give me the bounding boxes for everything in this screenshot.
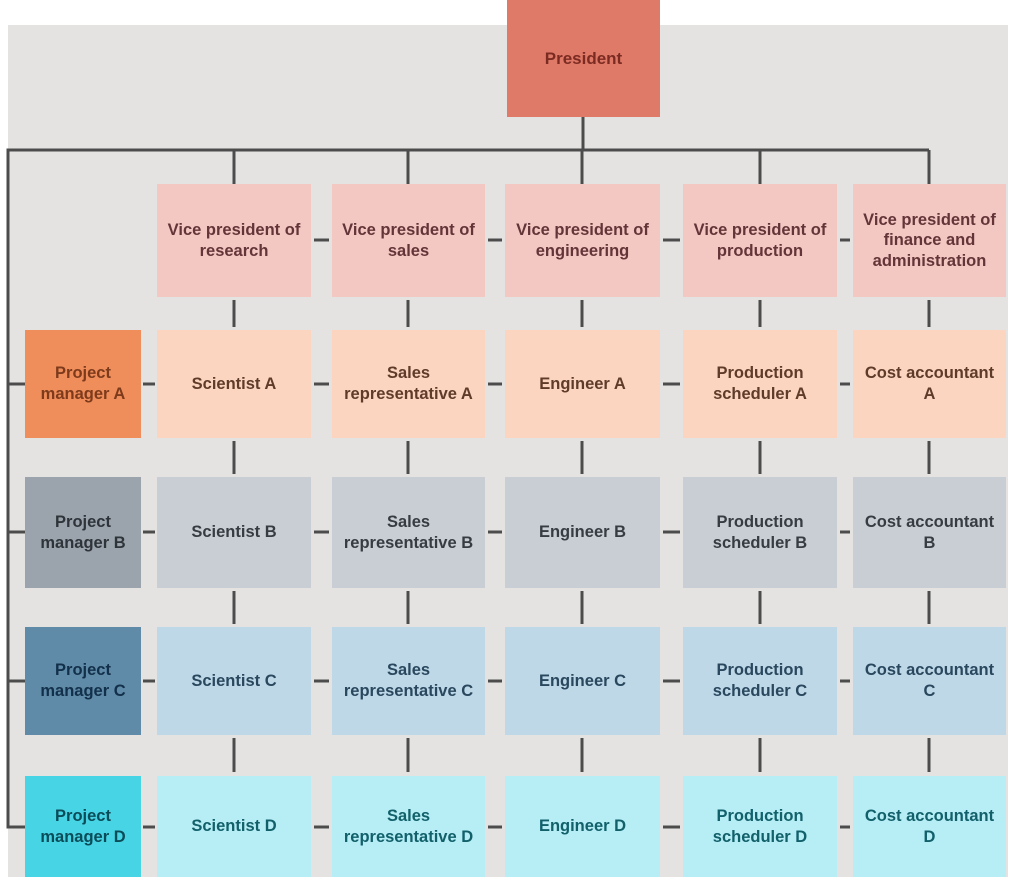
vp-research-box: Vice president of research	[157, 184, 311, 297]
cell-sales-representative-b: Sales representative B	[332, 477, 485, 588]
cell-scientist-a: Scientist A	[157, 330, 311, 438]
cell-production-scheduler-d: Production scheduler D	[683, 776, 837, 877]
cell-cost-accountant-c: Cost accountant C	[853, 627, 1006, 735]
cell-sales-representative-d: Sales representative D	[332, 776, 485, 877]
vp-production-box: Vice president of production	[683, 184, 837, 297]
project-manager-b-box: Project manager B	[25, 477, 141, 588]
project-manager-a-box: Project manager A	[25, 330, 141, 438]
cell-production-scheduler-a: Production scheduler A	[683, 330, 837, 438]
cell-scientist-d: Scientist D	[157, 776, 311, 877]
president-box: President	[507, 0, 660, 117]
cell-production-scheduler-c: Production scheduler C	[683, 627, 837, 735]
cell-engineer-d: Engineer D	[505, 776, 660, 877]
chart-background-panel	[8, 25, 1008, 877]
cell-sales-representative-c: Sales representative C	[332, 627, 485, 735]
cell-engineer-c: Engineer C	[505, 627, 660, 735]
cell-engineer-b: Engineer B	[505, 477, 660, 588]
project-manager-c-box: Project manager C	[25, 627, 141, 735]
vp-engineering-box: Vice president of engineering	[505, 184, 660, 297]
project-manager-d-box: Project manager D	[25, 776, 141, 877]
cell-engineer-a: Engineer A	[505, 330, 660, 438]
vp-finance-box: Vice president of finance and administra…	[853, 184, 1006, 297]
cell-cost-accountant-a: Cost accountant A	[853, 330, 1006, 438]
cell-cost-accountant-b: Cost accountant B	[853, 477, 1006, 588]
vp-sales-box: Vice president of sales	[332, 184, 485, 297]
cell-production-scheduler-b: Production scheduler B	[683, 477, 837, 588]
cell-scientist-b: Scientist B	[157, 477, 311, 588]
cell-sales-representative-a: Sales representative A	[332, 330, 485, 438]
cell-cost-accountant-d: Cost accountant D	[853, 776, 1006, 877]
cell-scientist-c: Scientist C	[157, 627, 311, 735]
